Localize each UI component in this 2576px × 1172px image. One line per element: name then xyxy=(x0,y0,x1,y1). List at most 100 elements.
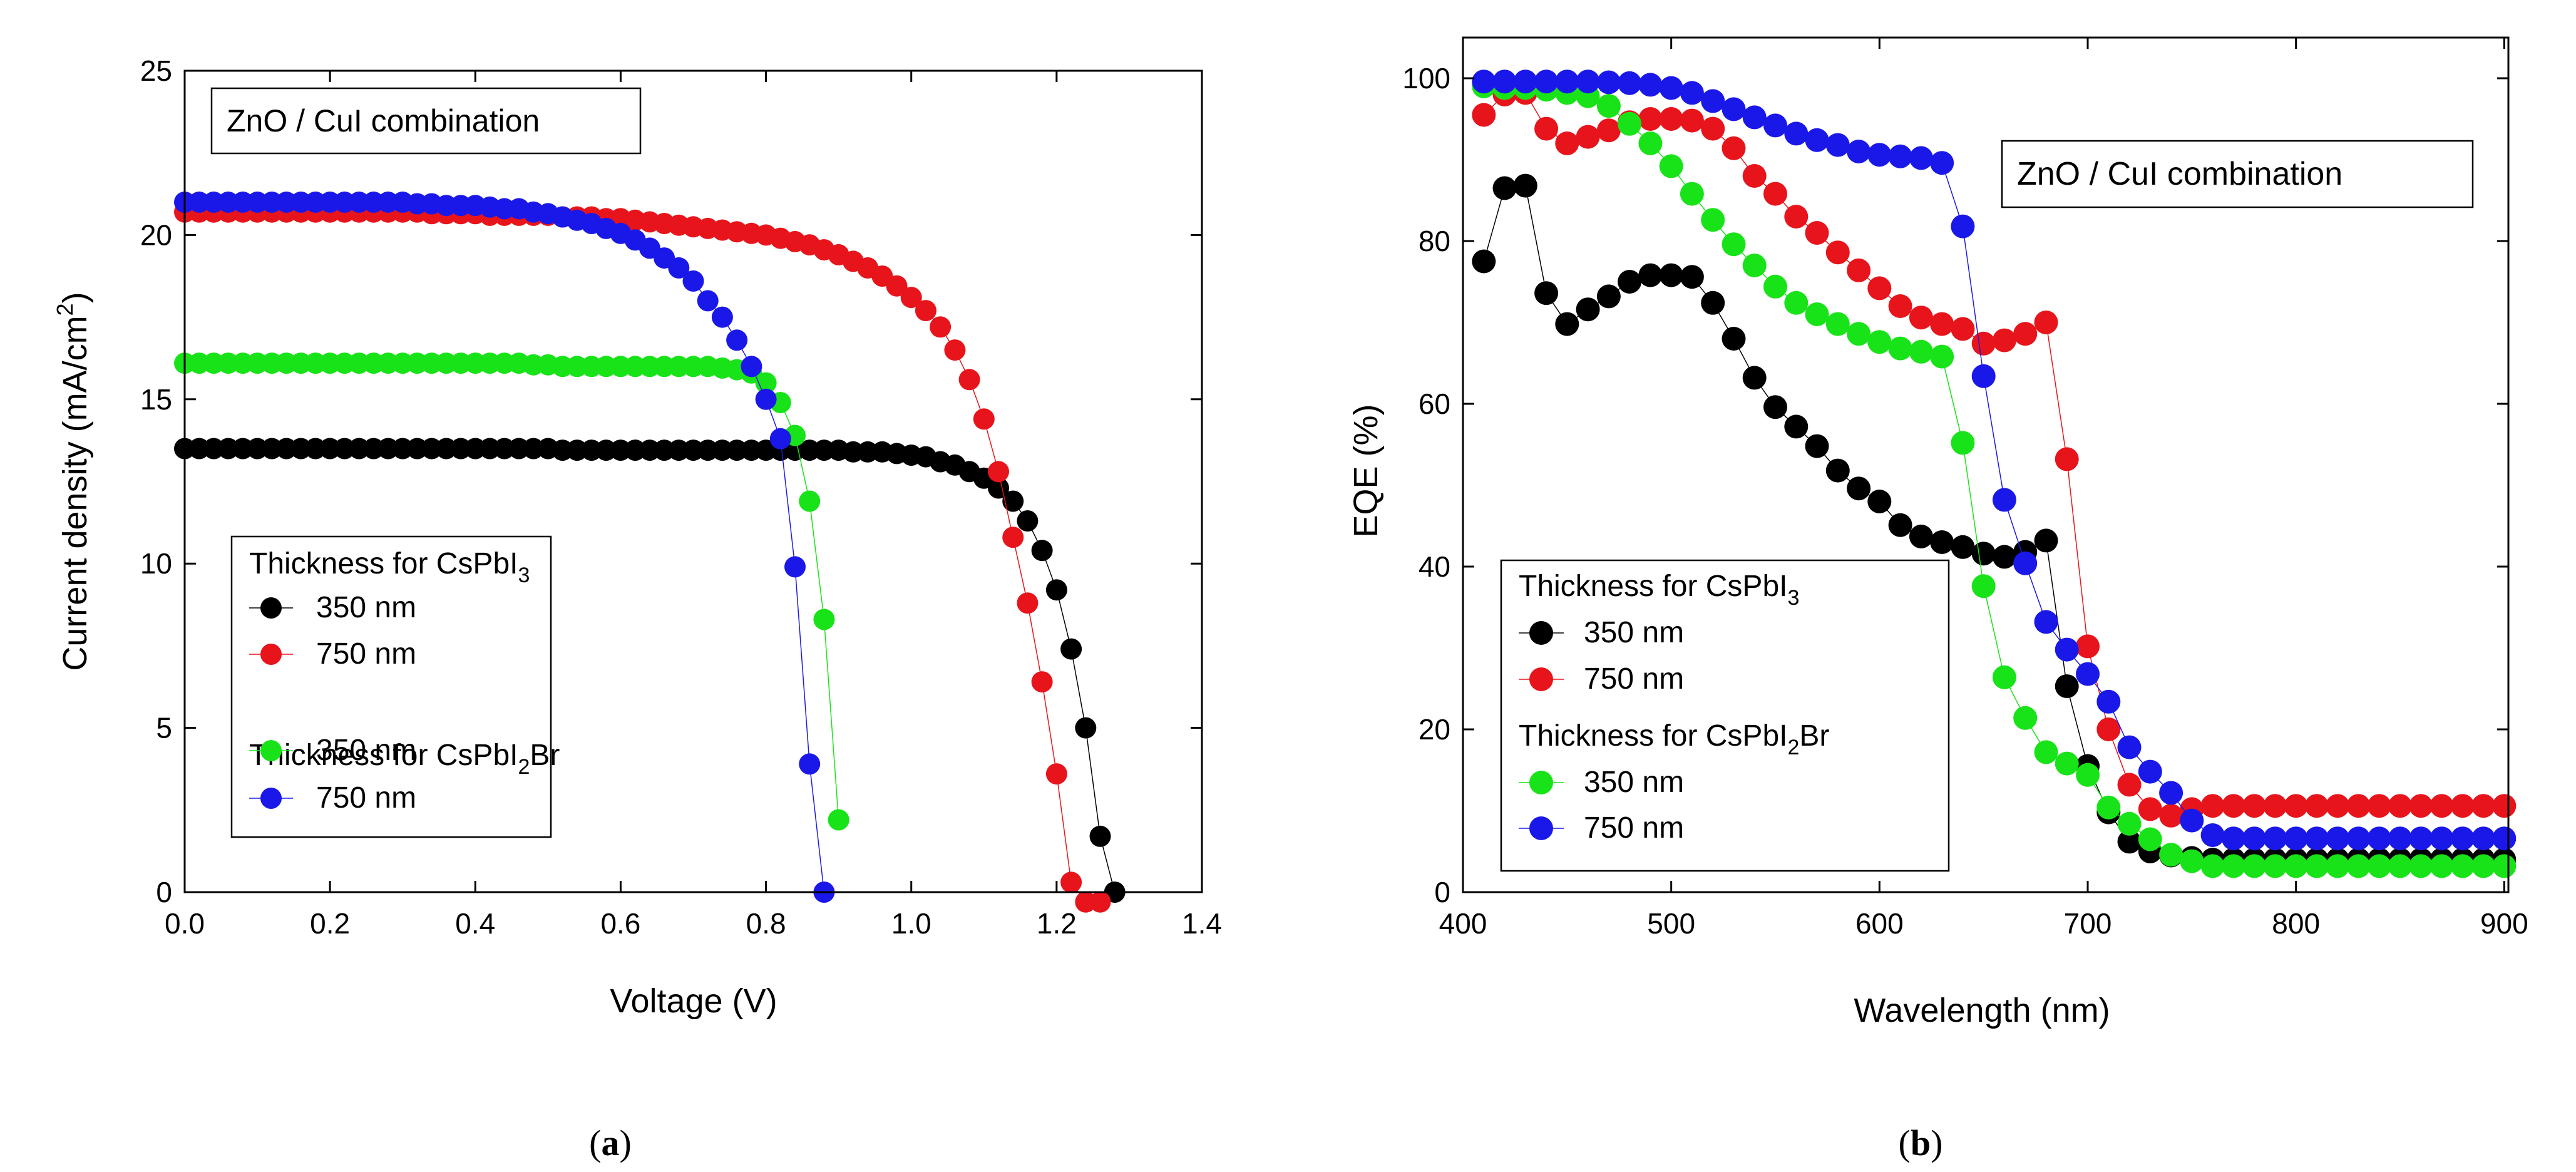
panel-b-series-1-point xyxy=(1534,116,1559,141)
panel-b-series-2-point xyxy=(1784,290,1809,315)
chart-panel-a: 0.0 0.2 0.4 0.6 0.8 1.0 1.2 1.4 0 5 10 15 20 25 ZnO /… xyxy=(52,54,1222,1163)
panel-b-series-2-point xyxy=(1930,344,1954,369)
panel-b-series-1-point xyxy=(2409,794,2433,818)
panel-b-legend-label: 750 nm xyxy=(1584,811,1684,845)
panel-a-series-0-point xyxy=(523,438,545,460)
panel-b-series-3-point xyxy=(1534,69,1559,94)
panel-b-series-0-point xyxy=(1618,270,1642,294)
panel-a-series-3-point xyxy=(711,306,733,328)
panel-b-series-2-point xyxy=(2180,849,2204,873)
panel-b-series-2-point xyxy=(2013,706,2038,730)
panel-b-series-1-point xyxy=(2492,794,2517,818)
panel-b-series-1-point xyxy=(2096,717,2121,741)
panel-b-series-2-point xyxy=(1992,665,2016,689)
panel-a-legend-group2-title: Thickness for CsPbI2Br xyxy=(249,739,560,779)
panel-b-series-2-point xyxy=(1763,274,1787,299)
panel-a-series-0-point xyxy=(988,477,1009,499)
panel-b-series-3-point xyxy=(2138,759,2162,784)
panel-a-series-2-point xyxy=(828,809,849,831)
panel-b-series-1-point xyxy=(1888,294,1912,318)
panel-b-series-1-point xyxy=(1847,258,1871,282)
panel-a-series-1-point xyxy=(988,461,1009,483)
panel-a-label-open: ( xyxy=(589,1123,601,1163)
panel-b-series-0-point xyxy=(1784,414,1809,439)
panel-a-series-0-point xyxy=(217,438,239,460)
panel-b-series-1-point xyxy=(2326,794,2350,818)
panel-b-series-3-point xyxy=(1472,69,1496,94)
panel-b-series-1-point xyxy=(1722,136,1746,160)
panel-b-series-3-point xyxy=(2180,808,2204,833)
panel-b-series-2-point xyxy=(2304,854,2329,878)
panel-b-series-3-point xyxy=(2076,662,2100,686)
panel-b-series-1-point xyxy=(2450,794,2475,818)
panel-b-annotation-text: ZnO / CuI combination xyxy=(2017,156,2343,192)
panel-b-legend-group2-title: Thickness for CsPbI2Br xyxy=(1519,719,1829,759)
panel-b-series-3-point xyxy=(2242,826,2267,851)
panel-b-series-0-point xyxy=(1825,458,1850,483)
panel-a-legend-swatch-marker xyxy=(260,788,282,809)
panel-a-series-0-point xyxy=(1075,717,1097,739)
panel-b-series-3-point xyxy=(1513,69,1537,94)
panel-b-x-tick-label: 400 xyxy=(1439,907,1487,940)
panel-b-series-3-point xyxy=(2492,826,2517,851)
panel-a-series-2-point xyxy=(799,490,821,512)
panel-b-series-0-point xyxy=(1555,312,1579,336)
panel-b-series-1-point xyxy=(2471,794,2496,818)
panel-b-series-1-point xyxy=(2367,794,2391,818)
panel-b-y-tick-label: 60 xyxy=(1419,388,1450,420)
panel-b-x-axis-label: Wavelength (nm) xyxy=(1854,992,2110,1029)
panel-b-x-tick-label: 800 xyxy=(2272,907,2320,940)
panel-b-series-1-point xyxy=(2159,803,2183,828)
panel-b-y-tick-label: 0 xyxy=(1434,876,1450,908)
panel-a-legend: Thickness for CsPbI3 Thickness for CsPbI… xyxy=(230,535,560,838)
panel-a-y-axis-label-tail: ) xyxy=(56,292,94,303)
panel-b-legend-label: 350 nm xyxy=(1584,616,1684,649)
panel-b-series-2-point xyxy=(2409,854,2433,878)
panel-b-label-letter: b xyxy=(1911,1123,1931,1163)
panel-b-series-0-point xyxy=(1742,366,1767,390)
panel-b-plot-frame xyxy=(1462,36,2510,893)
panel-b-series-3-point xyxy=(2034,610,2058,634)
panel-a-x-tick-label: 1.2 xyxy=(1037,907,1077,940)
panel-b-series-2-point xyxy=(1722,232,1746,257)
panel-b-series-1-point xyxy=(1951,317,1975,341)
panel-b-series-1-point xyxy=(1680,108,1704,133)
panel-b-series-3-point xyxy=(1888,144,1912,168)
panel-b-series-1-point xyxy=(2076,634,2100,659)
panel-b-series-0-point xyxy=(1492,176,1517,200)
panel-b-legend-group2-title-pre: Thickness for CsPbI xyxy=(1519,719,1787,753)
panel-b-series-0-point xyxy=(2055,674,2079,699)
panel-b-series-0-point xyxy=(1722,327,1746,351)
panel-b-series-3-point xyxy=(1992,488,2016,512)
panel-b-annotation: ZnO / CuI combination xyxy=(2001,140,2474,208)
panel-b-series-0-point xyxy=(1659,263,1683,287)
panel-a-x-tick-label: 0.8 xyxy=(746,907,786,940)
panel-a-series-3-point xyxy=(726,329,748,351)
panel-b-annotation-box xyxy=(2001,140,2474,208)
panel-a-series-1-point xyxy=(900,287,922,309)
panel-b-series-0-point xyxy=(1701,290,1725,315)
panel-b-y-tick-label: 100 xyxy=(1402,62,1450,95)
panel-b-series-0-point xyxy=(1888,513,1912,537)
panel-b-series-0-point xyxy=(1638,263,1663,287)
panel-b-series-1-point xyxy=(1763,182,1787,206)
panel-b-series-1-point xyxy=(2388,794,2412,818)
panel-b-series-2-point xyxy=(1618,111,1642,136)
panel-b-series-0-point xyxy=(1576,297,1600,322)
panel-b-label: (b) xyxy=(1899,1123,1943,1163)
panel-a-legend-group1-title-text: Thickness for CsPbI xyxy=(249,547,518,580)
panel-b-series-3-point xyxy=(2013,551,2038,575)
panel-b-series-3-point xyxy=(2263,826,2287,851)
panel-b-series-2-point xyxy=(2471,854,2496,878)
panel-a-legend-swatch-marker xyxy=(260,644,282,665)
panel-b-series-2-point xyxy=(2159,843,2183,867)
panel-a-annotation-box xyxy=(210,87,642,155)
panel-b-series-0-point xyxy=(1680,265,1704,289)
panel-b-series-3-point xyxy=(2388,826,2412,851)
panel-b-series-3-point xyxy=(2430,826,2454,851)
panel-a-series-1-point xyxy=(944,339,966,361)
panel-a-series-0-point xyxy=(726,440,748,461)
panel-b-series-1-point xyxy=(2263,794,2287,818)
panel-a-series-3-point xyxy=(784,556,806,578)
